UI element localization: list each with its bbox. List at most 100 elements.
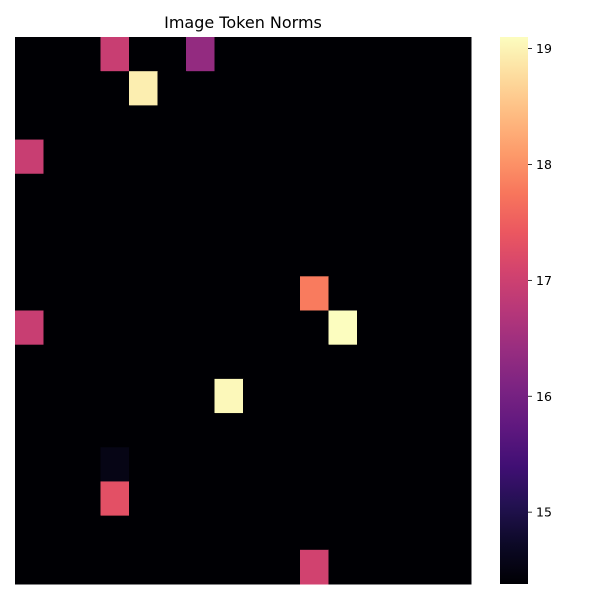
heatmap-cell — [442, 242, 472, 277]
heatmap-cell — [100, 481, 130, 517]
heatmap-cell — [157, 71, 187, 106]
heatmap-cell — [43, 276, 73, 311]
heatmap-cell — [15, 344, 44, 380]
heatmap-cell — [72, 310, 101, 346]
heatmap-cell — [186, 173, 215, 209]
heatmap-cell — [72, 71, 101, 106]
heatmap-cell — [157, 549, 187, 585]
heatmap-cell — [357, 105, 386, 141]
heatmap-cell — [442, 413, 472, 448]
heatmap-cell — [129, 378, 158, 414]
heatmap-cell — [157, 37, 187, 72]
heatmap-cell — [271, 378, 301, 414]
heatmap-cell — [328, 37, 358, 72]
heatmap-cell — [300, 173, 329, 209]
heatmap-cell — [15, 413, 44, 448]
heatmap-cell — [186, 139, 215, 175]
heatmap-cell — [129, 207, 158, 243]
heatmap-cell — [357, 37, 386, 72]
heatmap-cell — [385, 276, 415, 311]
heatmap-cell — [328, 276, 358, 311]
heatmap-cell — [271, 481, 301, 517]
heatmap-cell — [385, 481, 415, 517]
heatmap-cell — [385, 413, 415, 448]
heatmap-cell — [100, 276, 130, 311]
heatmap-cell — [186, 481, 215, 517]
heatmap-cell — [186, 344, 215, 380]
heatmap-cell — [328, 207, 358, 243]
heatmap-cell — [129, 71, 158, 106]
heatmap-cell — [328, 173, 358, 209]
heatmap-cell — [214, 515, 244, 551]
heatmap-cell — [186, 378, 215, 414]
heatmap-cell — [385, 173, 415, 209]
heatmap-cell — [72, 276, 101, 311]
heatmap-cell — [157, 173, 187, 209]
heatmap-cell — [328, 344, 358, 380]
heatmap-cell — [414, 481, 443, 517]
heatmap-cell — [157, 242, 187, 277]
heatmap-cell — [414, 447, 443, 482]
heatmap-cell — [214, 310, 244, 346]
heatmap-cell — [214, 139, 244, 175]
colorbar-tick-label: 17 — [536, 273, 552, 288]
heatmap-cell — [357, 71, 386, 106]
heatmap-cell — [300, 139, 329, 175]
heatmap-cell — [414, 173, 443, 209]
heatmap-cell — [414, 37, 443, 72]
heatmap-cell — [100, 207, 130, 243]
heatmap-cell — [414, 515, 443, 551]
heatmap-cell — [442, 276, 472, 311]
heatmap-cell — [157, 276, 187, 311]
heatmap-cell — [328, 139, 358, 175]
heatmap-cell — [243, 481, 272, 517]
heatmap-cell — [214, 549, 244, 585]
heatmap-cell — [328, 515, 358, 551]
heatmap-cell — [442, 344, 472, 380]
heatmap-cell — [157, 378, 187, 414]
heatmap-cell — [15, 242, 44, 277]
heatmap-cell — [129, 310, 158, 346]
heatmap-cell — [129, 139, 158, 175]
heatmap-cell — [129, 413, 158, 448]
heatmap-cell — [243, 549, 272, 585]
heatmap-cell — [72, 207, 101, 243]
heatmap-cell — [300, 378, 329, 414]
heatmap-cell — [414, 276, 443, 311]
heatmap-cell — [43, 310, 73, 346]
heatmap-cell — [157, 207, 187, 243]
heatmap-cell — [100, 71, 130, 106]
heatmap-cell — [15, 515, 44, 551]
heatmap-cell — [328, 549, 358, 585]
heatmap-cell — [15, 105, 44, 141]
heatmap-cell — [43, 139, 73, 175]
heatmap-cell — [442, 139, 472, 175]
heatmap-cell — [129, 515, 158, 551]
heatmap-cell — [129, 549, 158, 585]
heatmap-cell — [214, 207, 244, 243]
heatmap-cell — [15, 549, 44, 585]
heatmap-cell — [271, 139, 301, 175]
heatmap-cell — [129, 447, 158, 482]
heatmap-cell — [157, 310, 187, 346]
heatmap-cell — [328, 105, 358, 141]
heatmap-cell — [300, 549, 329, 585]
heatmap-cell — [271, 242, 301, 277]
heatmap-cell — [300, 207, 329, 243]
heatmap-cell — [243, 71, 272, 106]
heatmap-cell — [300, 310, 329, 346]
heatmap-cell — [157, 447, 187, 482]
heatmap-cell — [385, 139, 415, 175]
heatmap-cell — [43, 242, 73, 277]
heatmap-cell — [15, 139, 44, 175]
heatmap-cell — [357, 515, 386, 551]
heatmap-cell — [100, 515, 130, 551]
heatmap-cell — [442, 310, 472, 346]
heatmap-cell — [15, 481, 44, 517]
heatmap-cell — [271, 173, 301, 209]
heatmap-cell — [300, 37, 329, 72]
heatmap-cell — [385, 344, 415, 380]
heatmap-cell — [414, 378, 443, 414]
heatmap-cell — [385, 242, 415, 277]
